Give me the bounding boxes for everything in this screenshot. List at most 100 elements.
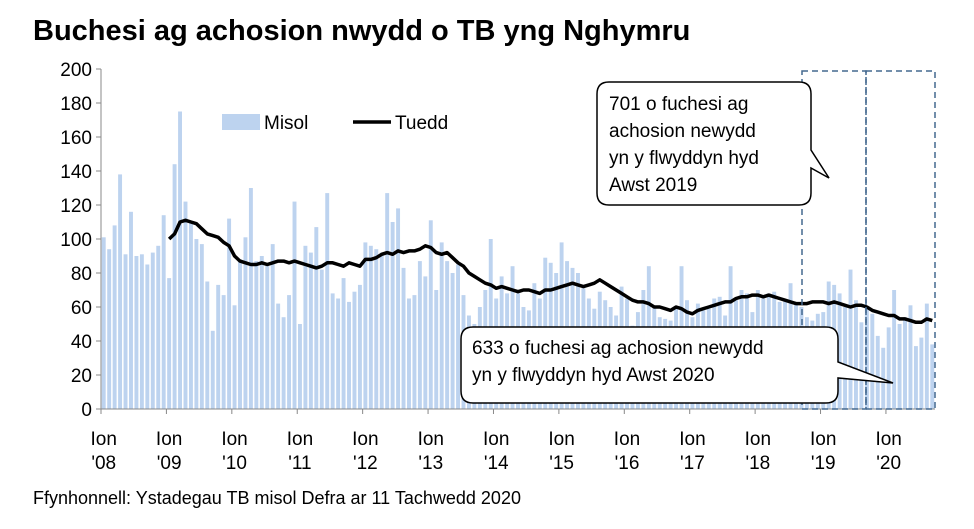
callout-box — [460, 326, 894, 404]
bar — [390, 222, 395, 409]
trend-line — [167, 218, 933, 325]
bar — [913, 346, 918, 409]
bar — [875, 335, 880, 409]
y-tick-label: 160 — [60, 128, 92, 149]
bar — [930, 344, 935, 409]
legend-label: Tuedd — [395, 113, 448, 134]
x-tick-label: '09 — [157, 453, 182, 474]
x-tick-label: Ion — [548, 429, 574, 450]
bar — [254, 261, 259, 409]
bar — [450, 273, 455, 409]
bar — [292, 201, 297, 409]
bar — [357, 284, 362, 409]
x-tick-label: Ion — [483, 429, 509, 450]
y-tick-label: 100 — [60, 230, 92, 251]
bar — [205, 281, 210, 409]
bar — [423, 276, 428, 409]
bar — [363, 242, 368, 409]
x-tick-label: '08 — [91, 453, 116, 474]
x-tick-label: '10 — [222, 453, 247, 474]
y-tick-label: 80 — [71, 264, 92, 285]
bar — [232, 305, 237, 409]
bar — [308, 252, 313, 409]
y-tick-label: 200 — [60, 60, 92, 81]
bar — [145, 264, 150, 409]
x-tick-label: Ion — [91, 429, 117, 450]
highlight-box — [865, 70, 936, 410]
bar — [183, 201, 188, 409]
bar — [297, 324, 302, 409]
x-tick-label: '11 — [288, 453, 311, 474]
bar — [352, 291, 357, 409]
bar — [156, 245, 161, 409]
x-tick-label: Ion — [679, 429, 705, 450]
x-tick-label: '18 — [745, 453, 770, 474]
bar — [870, 313, 875, 409]
bar — [886, 327, 891, 409]
callout-text: yn y flwyddyn hyd Awst 2020 — [472, 365, 715, 386]
bar — [270, 244, 275, 409]
bar — [434, 290, 439, 409]
x-tick-label: Ion — [875, 429, 901, 450]
bar — [903, 317, 907, 409]
bar — [864, 307, 869, 409]
bar — [123, 254, 128, 409]
bar — [172, 164, 177, 409]
bar — [319, 269, 324, 409]
bar — [150, 252, 155, 409]
annotations: 701 o fuchesi ag achosion newydd yn y fl… — [460, 70, 936, 410]
bar — [287, 295, 292, 409]
bar — [248, 188, 253, 409]
bar — [336, 298, 341, 409]
bar — [243, 237, 248, 409]
legend-swatch — [222, 114, 260, 130]
bar — [412, 295, 417, 409]
bar — [385, 193, 390, 409]
bar — [221, 295, 226, 409]
x-tick-label: '14 — [484, 453, 509, 474]
bar — [919, 337, 924, 409]
bar — [167, 278, 172, 409]
x-tick-label: Ion — [287, 429, 313, 450]
legend-label: Misol — [264, 113, 308, 134]
bar — [129, 211, 133, 409]
bar — [199, 244, 204, 409]
y-tick-label: 0 — [81, 400, 92, 421]
callout-box — [596, 81, 830, 206]
bar — [281, 317, 286, 409]
bar — [853, 300, 858, 409]
x-tick-label: '16 — [615, 453, 640, 474]
bar — [259, 256, 264, 409]
bar — [134, 256, 139, 409]
bar — [314, 227, 319, 409]
bar — [194, 239, 199, 409]
bar — [892, 290, 897, 409]
y-tick-label: 20 — [71, 366, 92, 387]
x-tick-label: '15 — [549, 453, 574, 474]
bar — [456, 264, 461, 409]
bar — [428, 220, 433, 409]
bar — [559, 242, 564, 409]
y-tick-label: 40 — [71, 332, 92, 353]
bar — [445, 261, 450, 409]
bar — [848, 269, 853, 409]
bar — [139, 254, 144, 409]
bar — [210, 330, 215, 409]
callout-text: 633 o fuchesi ag achosion newydd — [472, 338, 764, 359]
bar — [107, 249, 112, 409]
bar — [417, 261, 422, 409]
bar — [265, 262, 270, 409]
bar — [407, 298, 411, 409]
source-note: Ffynhonnell: Ystadegau TB misol Defra ar… — [33, 488, 521, 508]
x-tick-label: '20 — [876, 453, 901, 474]
bar — [227, 218, 232, 409]
bar — [341, 278, 346, 409]
bar — [118, 174, 123, 409]
bar — [112, 225, 117, 409]
bar — [368, 245, 373, 409]
bar — [881, 347, 886, 409]
callout-text: yn y flwyddyn hyd — [609, 148, 759, 169]
bar — [488, 239, 493, 409]
bar — [439, 242, 444, 409]
